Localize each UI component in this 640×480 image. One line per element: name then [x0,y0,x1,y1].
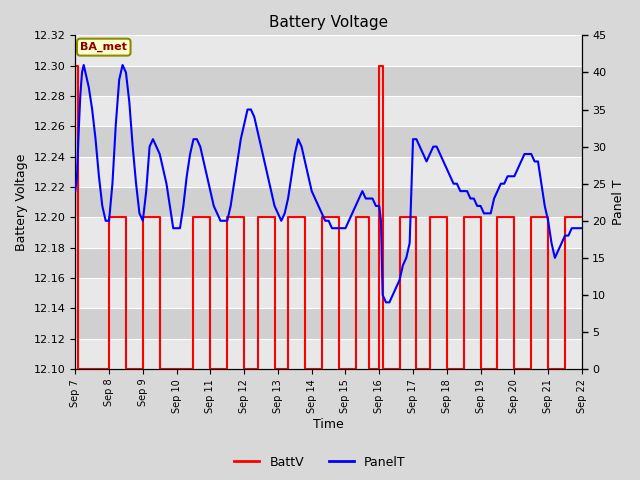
Bar [76,339,582,369]
Y-axis label: Panel T: Panel T [612,180,625,225]
Bar [76,278,582,309]
Bar [76,187,582,217]
Bar [76,309,582,339]
Bar [76,96,582,126]
Bar [76,66,582,96]
Y-axis label: Battery Voltage: Battery Voltage [15,154,28,251]
Bar [76,248,582,278]
Bar [76,156,582,187]
Legend: BattV, PanelT: BattV, PanelT [229,451,411,474]
X-axis label: Time: Time [313,419,344,432]
Bar [76,217,582,248]
Title: Battery Voltage: Battery Voltage [269,15,388,30]
Text: BA_met: BA_met [81,42,127,52]
Bar [76,126,582,156]
Bar [76,36,582,66]
